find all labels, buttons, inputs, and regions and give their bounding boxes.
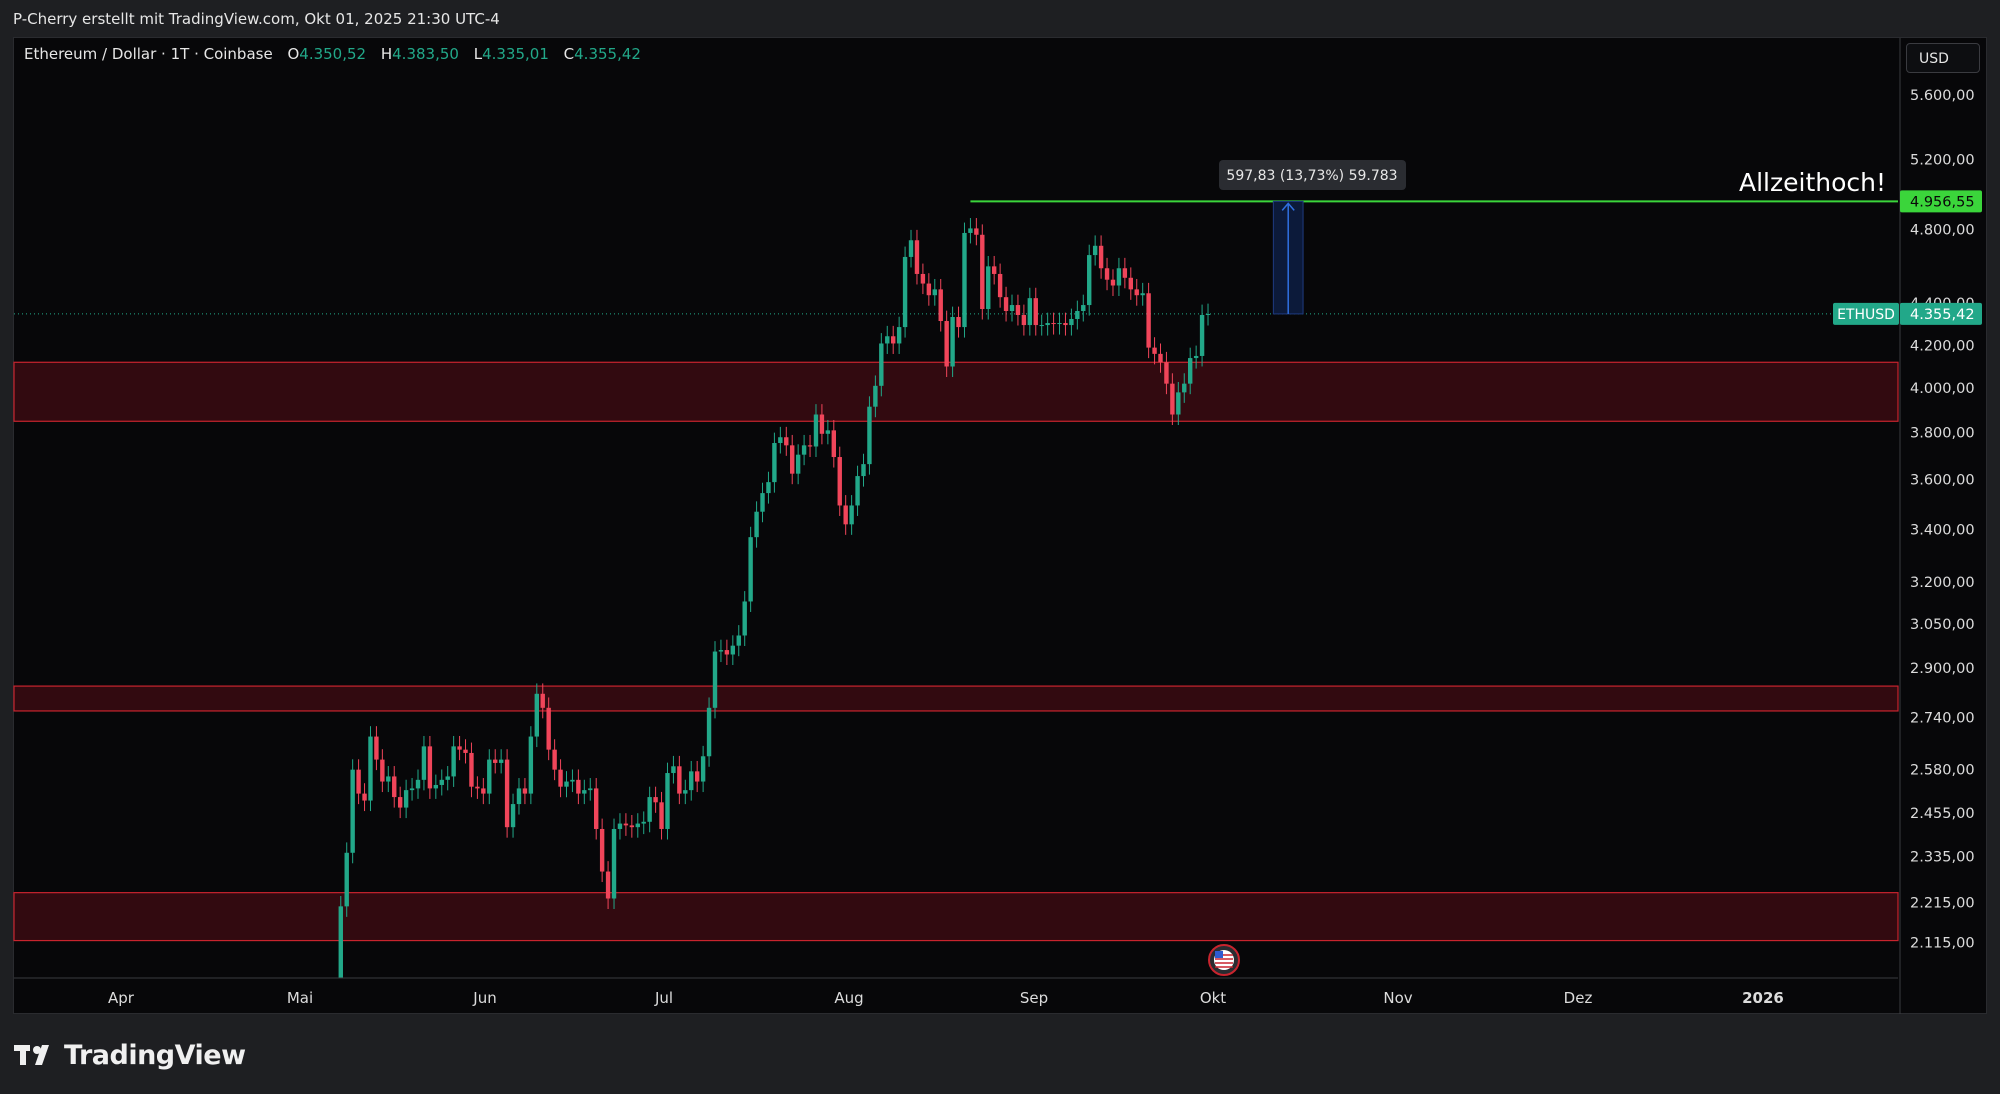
high-label: H xyxy=(380,45,393,63)
chart-panel[interactable] xyxy=(13,37,1987,1014)
open-label: O xyxy=(287,45,300,63)
close-value: 4.355,42 xyxy=(574,45,641,63)
candle xyxy=(131,1076,135,1085)
candle xyxy=(333,1059,337,1078)
tradingview-brand: TradingView xyxy=(64,1039,246,1071)
candle xyxy=(107,1073,111,1078)
close-label: C xyxy=(563,45,575,63)
symbol-legend: Ethereum / Dollar · 1T · Coinbase O4.350… xyxy=(24,45,641,63)
attribution-text: P-Cherry erstellt mit TradingView.com, O… xyxy=(13,10,500,28)
low-label: L xyxy=(473,45,483,63)
attribution-bar: P-Cherry erstellt mit TradingView.com, O… xyxy=(0,0,2000,38)
tradingview-logo-icon xyxy=(14,1045,49,1065)
symbol-name[interactable]: Ethereum / Dollar · 1T · Coinbase xyxy=(24,45,273,63)
open-value: 4.350,52 xyxy=(299,45,367,63)
high-value: 4.383,50 xyxy=(392,45,459,63)
currency-button[interactable]: USD xyxy=(1906,43,1980,73)
tradingview-logo[interactable]: TradingView xyxy=(14,1038,246,1072)
low-value: 4.335,01 xyxy=(482,45,549,63)
